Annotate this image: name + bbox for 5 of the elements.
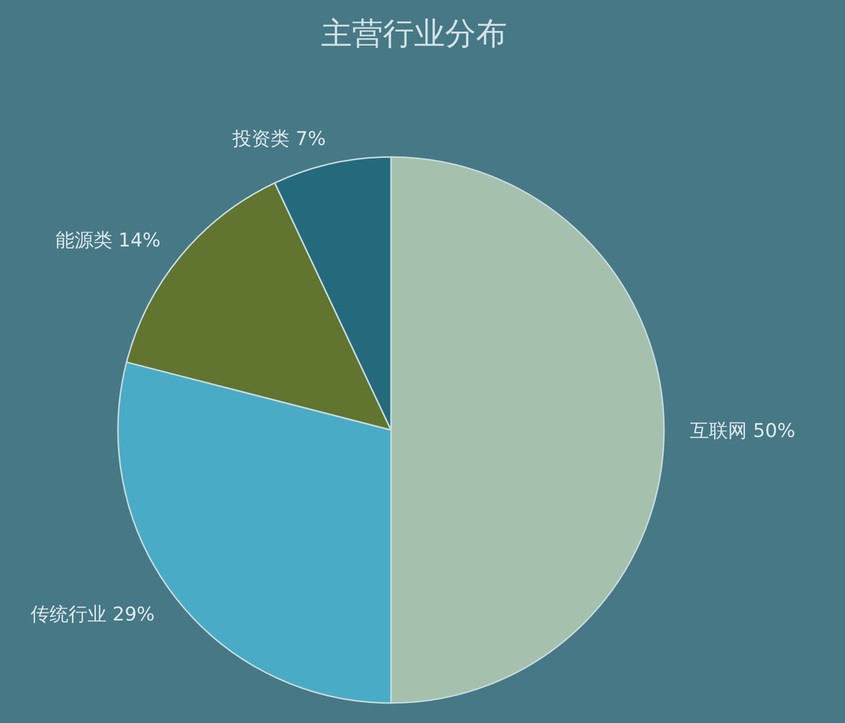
slice-label: 投资类 7% [232,128,326,150]
chart-title: 主营行业分布 [321,16,507,52]
slice-label: 能源类 14% [55,229,161,252]
slice-label: 传统行业 29% [30,603,155,626]
slice-label: 互联网 50% [690,420,796,442]
